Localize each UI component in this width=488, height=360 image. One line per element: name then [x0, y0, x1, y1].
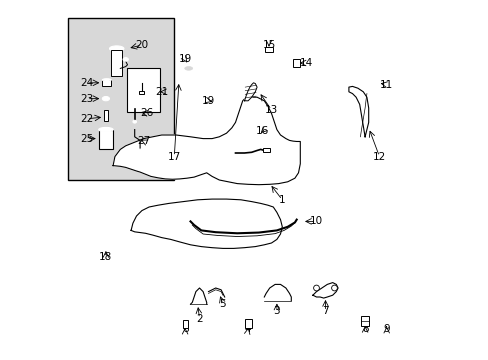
Ellipse shape [99, 127, 113, 132]
FancyBboxPatch shape [244, 319, 251, 328]
Text: 22: 22 [80, 114, 93, 124]
Text: 8: 8 [361, 324, 367, 334]
Text: 18: 18 [99, 252, 112, 262]
FancyBboxPatch shape [99, 130, 113, 149]
Text: 21: 21 [155, 87, 168, 97]
Text: 9: 9 [383, 324, 389, 334]
FancyBboxPatch shape [230, 133, 276, 164]
FancyBboxPatch shape [265, 47, 272, 52]
Ellipse shape [364, 80, 372, 85]
Ellipse shape [101, 242, 111, 248]
Ellipse shape [181, 65, 196, 72]
Polygon shape [348, 86, 368, 137]
Ellipse shape [133, 120, 136, 123]
Text: 14: 14 [299, 58, 312, 68]
Polygon shape [312, 283, 337, 298]
Text: 19: 19 [178, 54, 191, 64]
Text: 3: 3 [273, 306, 280, 316]
Text: 2: 2 [196, 314, 203, 324]
Ellipse shape [382, 315, 390, 323]
FancyBboxPatch shape [111, 50, 122, 76]
Ellipse shape [384, 316, 388, 321]
Ellipse shape [138, 149, 142, 152]
FancyBboxPatch shape [127, 68, 160, 112]
Text: 25: 25 [80, 134, 93, 144]
Text: 7: 7 [322, 306, 328, 316]
Circle shape [313, 285, 319, 291]
FancyBboxPatch shape [104, 110, 108, 121]
Ellipse shape [183, 79, 194, 83]
Text: 16: 16 [255, 126, 268, 136]
Polygon shape [244, 83, 257, 101]
Ellipse shape [139, 80, 144, 82]
FancyBboxPatch shape [263, 148, 269, 152]
Ellipse shape [109, 46, 123, 51]
Text: 27: 27 [137, 136, 150, 146]
Text: 5: 5 [219, 299, 226, 309]
Ellipse shape [179, 77, 198, 86]
Text: 19: 19 [202, 96, 215, 106]
FancyBboxPatch shape [292, 59, 299, 67]
Polygon shape [113, 97, 300, 185]
Ellipse shape [139, 74, 145, 77]
Text: 11: 11 [379, 80, 392, 90]
Text: 20: 20 [135, 40, 148, 50]
FancyBboxPatch shape [139, 91, 144, 94]
Text: 6: 6 [182, 324, 188, 334]
Ellipse shape [184, 67, 192, 70]
Text: 13: 13 [264, 105, 278, 115]
Text: 1: 1 [279, 195, 285, 205]
Ellipse shape [209, 102, 214, 107]
Text: 23: 23 [80, 94, 93, 104]
Ellipse shape [102, 96, 109, 101]
Circle shape [331, 285, 337, 291]
Ellipse shape [123, 58, 128, 61]
Text: 4: 4 [244, 324, 251, 334]
FancyBboxPatch shape [102, 80, 111, 86]
FancyBboxPatch shape [182, 320, 187, 328]
FancyBboxPatch shape [361, 316, 368, 326]
Polygon shape [131, 199, 282, 248]
Text: 24: 24 [80, 78, 93, 88]
Text: 10: 10 [309, 216, 323, 226]
Ellipse shape [102, 79, 111, 81]
Text: 26: 26 [141, 108, 154, 118]
Text: 17: 17 [167, 152, 181, 162]
FancyBboxPatch shape [68, 18, 174, 180]
Text: 15: 15 [262, 40, 275, 50]
Text: 12: 12 [372, 152, 386, 162]
